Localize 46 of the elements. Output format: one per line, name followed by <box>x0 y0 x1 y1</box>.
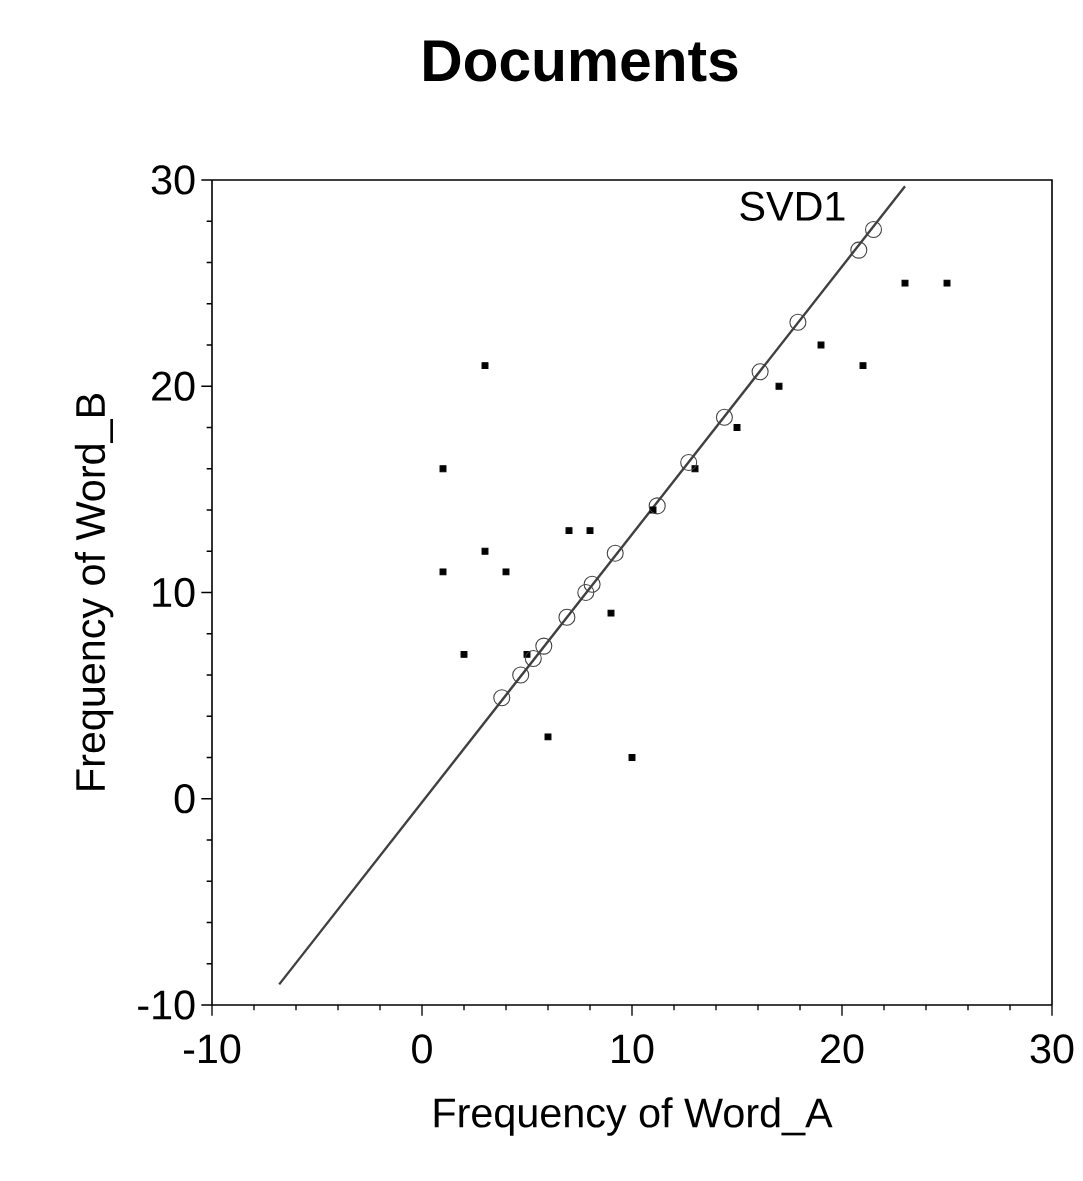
point <box>715 408 733 426</box>
point <box>943 279 951 287</box>
chart-title: Documents <box>424 40 738 82</box>
x-tick-label: 30 <box>1030 1034 1074 1064</box>
point <box>583 575 601 593</box>
x-tick-label: 10 <box>612 1034 654 1064</box>
x-tick-label: 0 <box>412 1034 432 1064</box>
point <box>648 497 666 515</box>
series-label: SVD1 <box>740 191 845 221</box>
point <box>577 583 595 602</box>
y-tick-label: 0 <box>174 784 195 814</box>
point <box>493 689 511 707</box>
y-tick-label: -10 <box>138 990 195 1020</box>
x-tick-label: 20 <box>821 1034 864 1064</box>
point <box>775 382 783 390</box>
point <box>733 424 741 431</box>
point <box>680 454 698 472</box>
point <box>558 608 576 626</box>
y-tick-label: 30 <box>151 165 195 195</box>
point <box>901 279 909 287</box>
point <box>439 568 447 576</box>
point <box>817 341 825 349</box>
y-tick-label: 10 <box>153 577 195 608</box>
point <box>481 362 489 370</box>
x-axis-title: Frequency of Word_A <box>434 1097 833 1136</box>
point <box>502 568 510 576</box>
point <box>544 733 552 741</box>
point <box>481 547 489 555</box>
point <box>859 362 867 370</box>
point <box>628 754 636 761</box>
point <box>607 609 615 617</box>
point <box>524 649 542 668</box>
point <box>586 527 594 535</box>
point <box>606 544 624 562</box>
point <box>850 241 868 259</box>
y-tick-label: 20 <box>152 371 195 401</box>
y-axis-title: Frequency of Word_B <box>74 394 114 790</box>
point <box>512 666 530 684</box>
point <box>439 465 447 473</box>
point <box>565 527 573 535</box>
point <box>460 650 468 658</box>
point <box>535 637 553 655</box>
x-tick-label: -10 <box>183 1034 241 1064</box>
point <box>751 363 769 381</box>
point <box>789 313 807 331</box>
point <box>864 220 883 239</box>
